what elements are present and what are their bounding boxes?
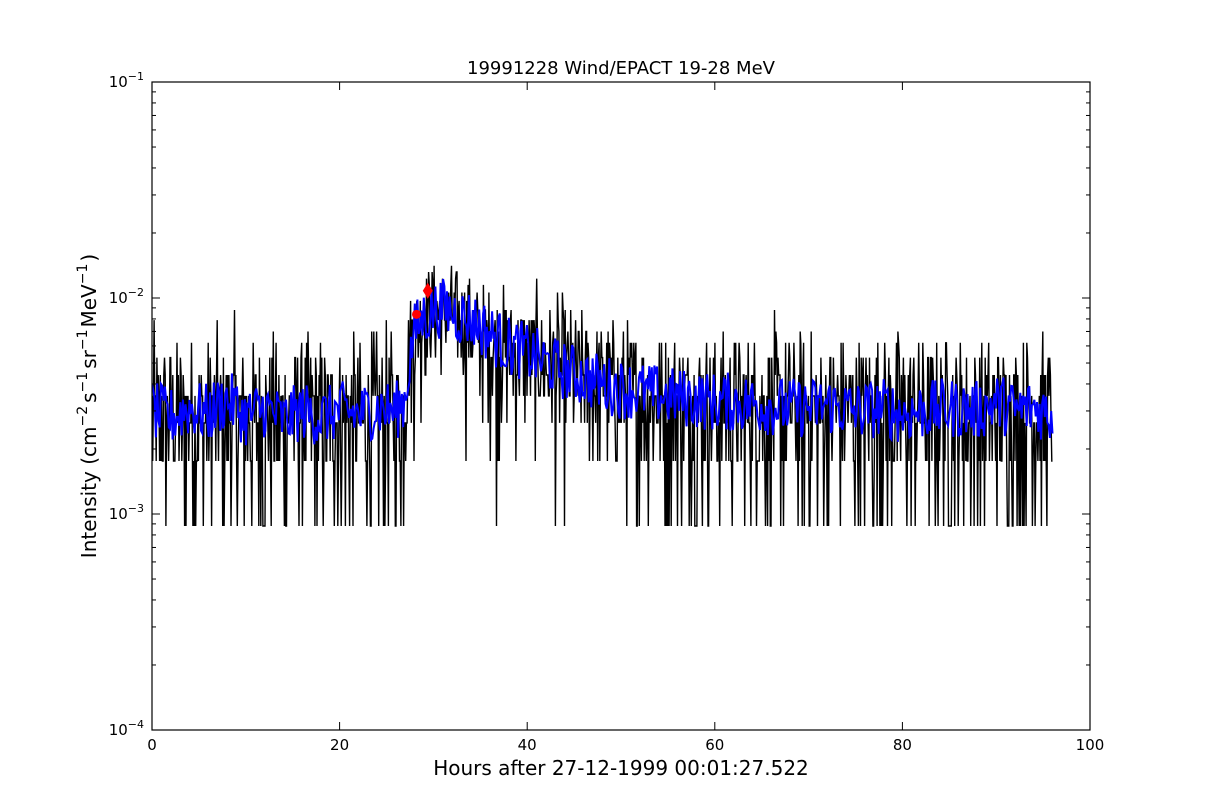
- x-axis: 0 20 40 60 80 100: [147, 82, 1104, 754]
- x-tick-label: 60: [705, 736, 724, 754]
- y-tick-label: 10−1: [109, 70, 144, 91]
- x-tick-label: 20: [330, 736, 349, 754]
- peak-marker-diamond: [422, 282, 433, 299]
- chart-title: 19991228 Wind/EPACT 19-28 MeV: [467, 58, 776, 79]
- x-axis-title: Hours after 27-12-1999 00:01:27.522: [433, 756, 809, 780]
- y-tick-label: 10−3: [109, 502, 144, 523]
- onset-marker-circle: [412, 309, 422, 319]
- y-axis: 10−4 10−3 10−2 10−1: [109, 70, 1090, 739]
- onset-markers: [412, 282, 433, 319]
- raw-intensity-series: [152, 265, 1053, 527]
- plot-content: [152, 265, 1054, 527]
- y-axis-title: Intensity (cm−2s−1sr−1MeV−1): [75, 254, 101, 558]
- x-tick-label: 100: [1076, 736, 1105, 754]
- x-tick-label: 0: [147, 736, 157, 754]
- y-tick-label: 10−4: [109, 718, 144, 739]
- x-tick-label: 40: [518, 736, 537, 754]
- x-tick-label: 80: [893, 736, 912, 754]
- plot-frame: [151, 81, 1091, 731]
- y-tick-label: 10−2: [109, 286, 144, 307]
- smoothed-intensity-series: [152, 278, 1054, 446]
